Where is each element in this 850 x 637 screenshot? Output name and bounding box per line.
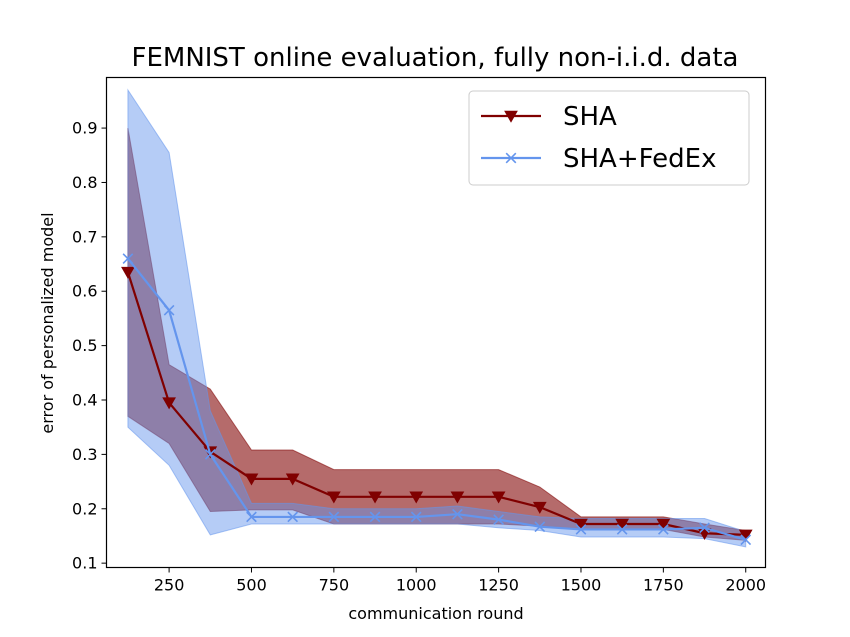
legend-label-0: SHA — [563, 102, 617, 132]
series-0-point — [162, 397, 176, 410]
series-1-point-stroke-b — [122, 253, 134, 264]
series-1-point — [452, 508, 463, 520]
series-1-point — [122, 253, 134, 264]
series-0-point — [285, 473, 300, 486]
series-0-point — [121, 266, 135, 279]
series-1-point — [740, 534, 752, 546]
series-1-point — [369, 511, 381, 523]
series-1-point-stroke-b — [452, 508, 463, 520]
series-1-point-stroke-b — [410, 511, 422, 523]
y-tick-label: 0.9 — [72, 119, 97, 138]
y-tick-label: 0.2 — [72, 499, 97, 518]
series-0-line — [126, 271, 746, 536]
x-tick-label: 2000 — [725, 576, 766, 595]
y-tick-label: 0.3 — [72, 445, 97, 464]
series-1-point — [616, 524, 628, 535]
series-0-point — [656, 518, 671, 531]
x-tick-label: 250 — [154, 576, 185, 595]
series-1-point — [575, 524, 587, 535]
x-tick-label: 1750 — [643, 576, 684, 595]
x-tick-label: 500 — [236, 576, 267, 595]
y-tick-label: 0.4 — [72, 390, 97, 409]
series-1-point-stroke-b — [328, 511, 340, 523]
y-tick-label: 0.8 — [72, 173, 97, 192]
series-1-point-stroke-b — [534, 521, 546, 533]
series-1-point — [328, 511, 340, 523]
legend-marker-0 — [504, 110, 518, 123]
series-1-point — [287, 511, 299, 523]
series-1-point-stroke-b — [699, 522, 710, 534]
series-1-point-stroke-b — [246, 511, 257, 523]
series-1-point-stroke-b — [616, 524, 628, 535]
legend-box — [468, 90, 750, 186]
series-1-line — [127, 257, 747, 541]
series-1-point-stroke-b — [204, 449, 216, 460]
series-1-point-stroke-b — [657, 524, 669, 535]
series-1-point — [163, 304, 175, 316]
series-1-point — [410, 511, 422, 523]
series-0-point — [244, 473, 259, 486]
series-1-point — [204, 449, 216, 460]
axes: 250 500 750 1000 1250 1500 1750 2000 0.1 0.2 0.3 0.… — [72, 119, 766, 595]
legend-marker-1 — [505, 152, 517, 164]
series-0-point — [450, 491, 465, 504]
series-0-point — [491, 491, 506, 504]
y-tick-label: 0.5 — [72, 336, 97, 355]
series-1-point — [699, 522, 710, 534]
plot-area — [121, 88, 753, 548]
legend-marker-1-stroke-b — [505, 152, 517, 164]
series-1-point-stroke-b — [287, 511, 299, 523]
series-1-point — [246, 511, 257, 523]
y-tick-label: 0.7 — [72, 227, 97, 246]
plot-frame — [105, 76, 767, 569]
series-1-point-stroke-b — [575, 524, 587, 535]
series-0-point — [615, 518, 630, 531]
legend: SHA SHA+FedEx — [468, 90, 750, 186]
y-tick-label: 0.6 — [72, 282, 97, 301]
x-tick-label: 1000 — [396, 576, 437, 595]
series-0-point — [738, 529, 753, 542]
series-0-point — [368, 491, 382, 504]
legend-label-1: SHA+FedEx — [563, 144, 716, 174]
chart-title: FEMNIST online evaluation, fully non-i.i… — [132, 43, 739, 73]
series-0-point — [532, 501, 547, 514]
series-1-point — [657, 524, 669, 535]
x-tick-label: 750 — [319, 576, 350, 595]
series-0-point — [326, 491, 341, 504]
series-1-point — [493, 514, 504, 526]
x-tick-label: 1250 — [478, 576, 519, 595]
series-1-point-stroke-b — [740, 534, 752, 546]
x-axis-label: communication round — [348, 604, 523, 623]
series-1-band — [127, 88, 747, 548]
series-0-point — [574, 518, 588, 531]
series-1-point-stroke-b — [493, 514, 504, 526]
y-tick-label: 0.1 — [72, 554, 97, 573]
series-1-point-stroke-b — [163, 304, 175, 316]
series-1-point — [534, 521, 546, 533]
x-tick-label: 1500 — [561, 576, 602, 595]
series-0-point — [409, 491, 424, 504]
series-1-point-stroke-b — [369, 511, 381, 523]
y-axis-label: error of personalized model — [38, 212, 57, 433]
